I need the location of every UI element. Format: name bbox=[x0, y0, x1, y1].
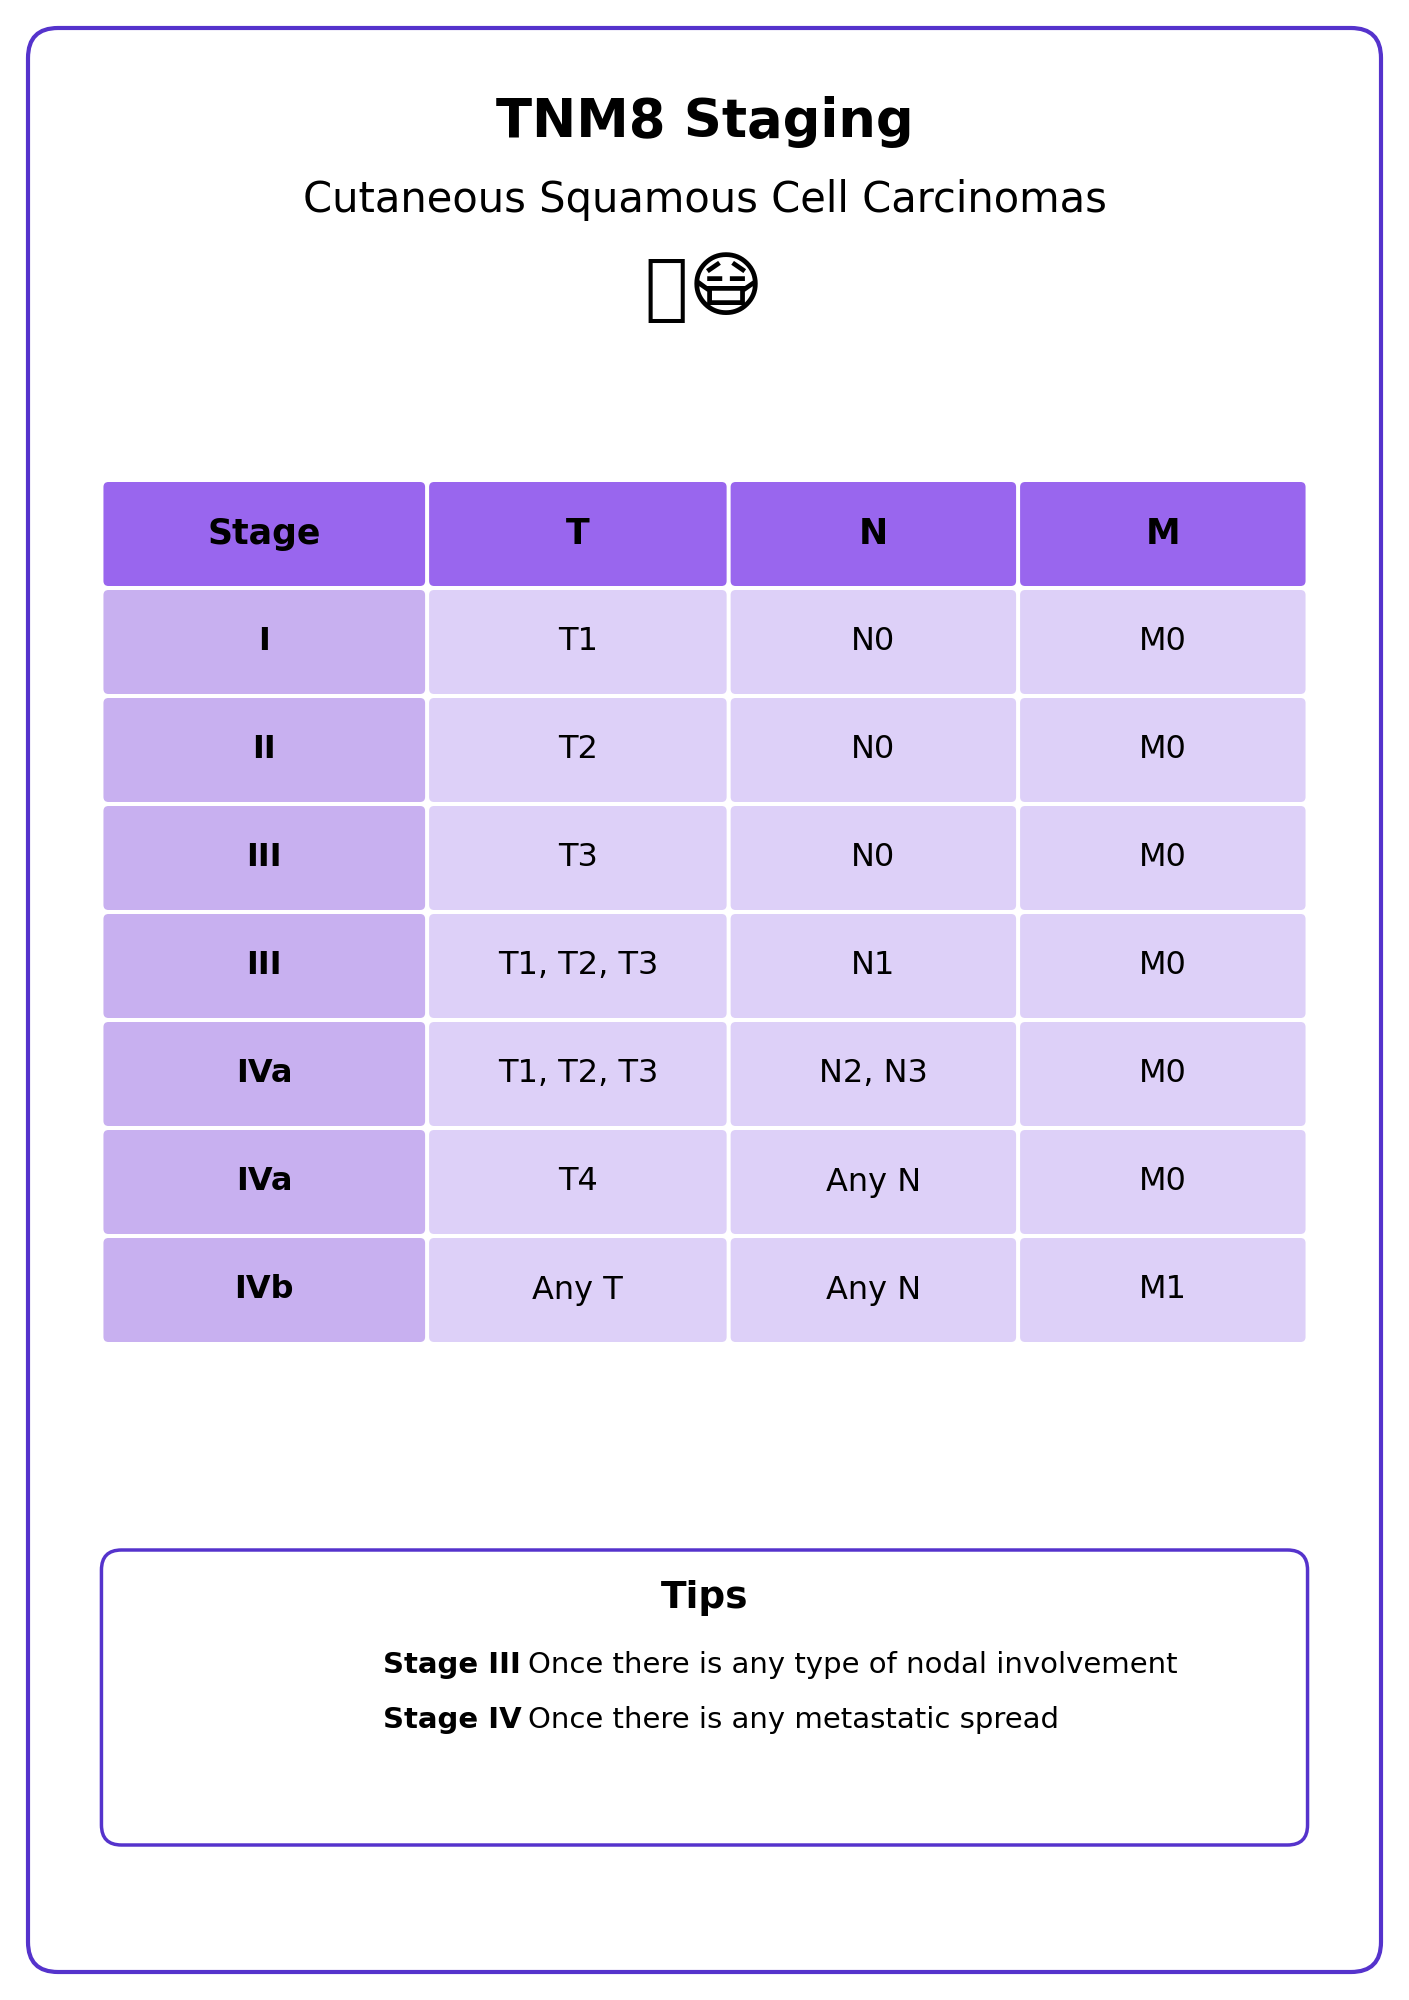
Text: M0: M0 bbox=[1138, 950, 1186, 982]
Text: T3: T3 bbox=[558, 842, 597, 874]
Text: Cutaneous Squamous Cell Carcinomas: Cutaneous Squamous Cell Carcinomas bbox=[303, 180, 1106, 220]
Text: Stage IV: Stage IV bbox=[383, 1706, 521, 1734]
Text: T: T bbox=[566, 516, 590, 550]
FancyBboxPatch shape bbox=[731, 1130, 1016, 1234]
FancyBboxPatch shape bbox=[430, 914, 727, 1018]
Text: IVa: IVa bbox=[237, 1058, 293, 1090]
FancyBboxPatch shape bbox=[103, 590, 426, 694]
Text: M1: M1 bbox=[1138, 1274, 1186, 1306]
FancyBboxPatch shape bbox=[103, 698, 426, 802]
FancyBboxPatch shape bbox=[430, 1238, 727, 1342]
FancyBboxPatch shape bbox=[1020, 914, 1306, 1018]
Text: M0: M0 bbox=[1138, 734, 1186, 766]
Text: N2, N3: N2, N3 bbox=[819, 1058, 927, 1090]
Text: Stage III: Stage III bbox=[383, 1652, 521, 1680]
FancyBboxPatch shape bbox=[731, 698, 1016, 802]
Text: I: I bbox=[258, 626, 271, 658]
FancyBboxPatch shape bbox=[1020, 1130, 1306, 1234]
Text: T2: T2 bbox=[558, 734, 597, 766]
Text: T1, T2, T3: T1, T2, T3 bbox=[497, 1058, 658, 1090]
Text: T4: T4 bbox=[558, 1166, 597, 1198]
Text: T1, T2, T3: T1, T2, T3 bbox=[497, 950, 658, 982]
Text: N0: N0 bbox=[851, 842, 896, 874]
FancyBboxPatch shape bbox=[731, 806, 1016, 910]
FancyBboxPatch shape bbox=[1020, 482, 1306, 586]
FancyBboxPatch shape bbox=[103, 1022, 426, 1126]
FancyBboxPatch shape bbox=[1020, 806, 1306, 910]
FancyBboxPatch shape bbox=[103, 806, 426, 910]
Text: M: M bbox=[1146, 516, 1181, 550]
Text: T1: T1 bbox=[558, 626, 597, 658]
Text: N0: N0 bbox=[851, 626, 896, 658]
FancyBboxPatch shape bbox=[1020, 1022, 1306, 1126]
Text: Any T: Any T bbox=[533, 1274, 623, 1306]
Text: M0: M0 bbox=[1138, 626, 1186, 658]
FancyBboxPatch shape bbox=[430, 1130, 727, 1234]
Text: 🧑‍😷: 🧑‍😷 bbox=[645, 254, 764, 326]
Text: TNM8 Staging: TNM8 Staging bbox=[496, 96, 913, 148]
Text: Once there is any metastatic spread: Once there is any metastatic spread bbox=[528, 1706, 1060, 1734]
Text: Any N: Any N bbox=[826, 1274, 921, 1306]
Text: Tips: Tips bbox=[661, 1580, 748, 1616]
Text: Stage: Stage bbox=[207, 516, 321, 550]
FancyBboxPatch shape bbox=[430, 806, 727, 910]
FancyBboxPatch shape bbox=[103, 1238, 426, 1342]
FancyBboxPatch shape bbox=[430, 590, 727, 694]
FancyBboxPatch shape bbox=[731, 482, 1016, 586]
FancyBboxPatch shape bbox=[731, 1238, 1016, 1342]
Text: IVa: IVa bbox=[237, 1166, 293, 1198]
FancyBboxPatch shape bbox=[28, 28, 1381, 1972]
Text: IVb: IVb bbox=[234, 1274, 294, 1306]
FancyBboxPatch shape bbox=[731, 914, 1016, 1018]
Text: M0: M0 bbox=[1138, 842, 1186, 874]
FancyBboxPatch shape bbox=[731, 590, 1016, 694]
Text: Once there is any type of nodal involvement: Once there is any type of nodal involvem… bbox=[528, 1652, 1178, 1680]
Text: N0: N0 bbox=[851, 734, 896, 766]
Text: N1: N1 bbox=[851, 950, 896, 982]
Text: II: II bbox=[252, 734, 276, 766]
FancyBboxPatch shape bbox=[430, 698, 727, 802]
Text: III: III bbox=[247, 842, 282, 874]
FancyBboxPatch shape bbox=[430, 1022, 727, 1126]
FancyBboxPatch shape bbox=[731, 1022, 1016, 1126]
Text: Any N: Any N bbox=[826, 1166, 921, 1198]
FancyBboxPatch shape bbox=[103, 1130, 426, 1234]
FancyBboxPatch shape bbox=[1020, 1238, 1306, 1342]
FancyBboxPatch shape bbox=[430, 482, 727, 586]
Text: M0: M0 bbox=[1138, 1058, 1186, 1090]
FancyBboxPatch shape bbox=[1020, 698, 1306, 802]
FancyBboxPatch shape bbox=[103, 482, 426, 586]
Text: N: N bbox=[858, 516, 888, 550]
Text: M0: M0 bbox=[1138, 1166, 1186, 1198]
FancyBboxPatch shape bbox=[103, 914, 426, 1018]
Text: III: III bbox=[247, 950, 282, 982]
FancyBboxPatch shape bbox=[101, 1550, 1308, 1844]
FancyBboxPatch shape bbox=[1020, 590, 1306, 694]
